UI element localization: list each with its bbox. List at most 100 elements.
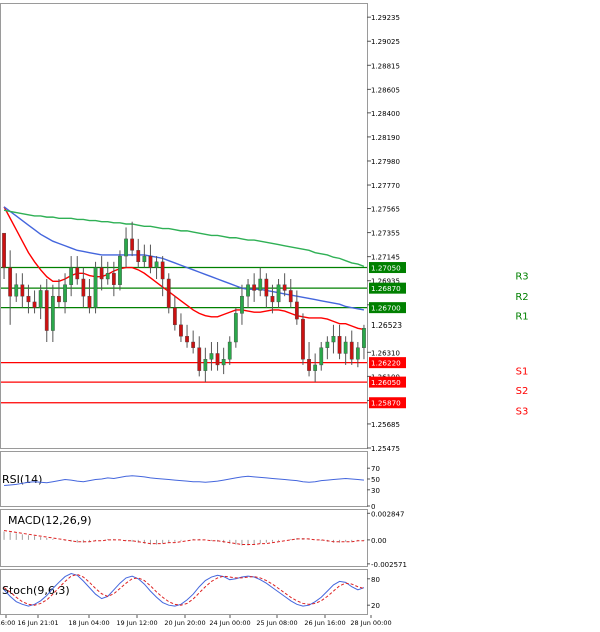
level-name-label: S2 xyxy=(516,386,529,397)
price-tick-label: 1.28605 xyxy=(371,86,400,94)
price-tick-label: 1.27565 xyxy=(371,206,400,214)
level-price-box xyxy=(369,262,406,274)
candle-body xyxy=(32,301,37,308)
price-tick-label: 1.25475 xyxy=(371,445,400,453)
candle-body xyxy=(154,261,159,268)
x-tick-label: 25 Jun 08:00 xyxy=(256,619,297,627)
ma-line xyxy=(3,206,365,331)
candle-body xyxy=(136,250,141,263)
price-tick-label: 1.27980 xyxy=(371,158,400,166)
level-price-box xyxy=(369,397,406,409)
rsi-title: RSI(14) xyxy=(2,473,42,486)
ma-line xyxy=(3,206,365,311)
candle-body xyxy=(282,284,287,291)
rsi-indicator: RSI(14) 70 50 30 0 xyxy=(2,465,380,511)
price-tick-label: 1.29025 xyxy=(371,38,400,46)
x-tick-label: 16:00 xyxy=(0,619,15,627)
stoch-indicator: Stoch(9,6,3) 80 20 xyxy=(2,572,380,610)
macd-title: MACD(12,26,9) xyxy=(8,514,92,527)
candle-body xyxy=(63,284,67,303)
rsi-line xyxy=(4,475,364,486)
candle-body xyxy=(313,364,318,371)
level-name-label: R2 xyxy=(515,292,528,303)
price-tick-label: 1.28400 xyxy=(371,110,400,118)
candle-body xyxy=(240,295,244,314)
level-price-box xyxy=(369,357,406,369)
price-tick-label: 1.25685 xyxy=(371,421,400,429)
candle-body xyxy=(349,341,354,360)
macd-signal-line xyxy=(3,530,364,546)
current-price-box xyxy=(369,319,406,331)
candle-body xyxy=(270,295,275,303)
candle-body xyxy=(50,295,55,331)
level-price-box xyxy=(369,376,406,388)
candle-body xyxy=(331,336,336,343)
candle-body xyxy=(118,255,122,285)
x-tick-label: 20 Jun 20:00 xyxy=(164,619,205,627)
candle-body xyxy=(264,278,269,297)
candle-body xyxy=(44,290,49,331)
candle-body xyxy=(142,255,147,263)
price-tick-label: 1.27770 xyxy=(371,182,400,190)
rsi-tick-label: 70 xyxy=(371,465,380,473)
candle-body xyxy=(14,284,19,297)
candle-body xyxy=(69,267,74,285)
candle-body xyxy=(343,341,348,354)
pivot-levels: 1.27050 R3 1.26870 R2 1.26700 R1 1.26220 S1 1.26… xyxy=(1,262,529,418)
candle-body xyxy=(75,267,80,280)
macd-tick-label: 0.002847 xyxy=(371,510,404,518)
x-tick-label: 28 Jun 00:00 xyxy=(350,619,391,627)
price-tick-label: 1.29235 xyxy=(371,14,400,22)
candle-body xyxy=(179,324,183,337)
rsi-tick-label: 50 xyxy=(371,476,380,484)
candle-body xyxy=(319,347,324,366)
candle-body xyxy=(197,347,202,371)
level-price-label: 1.25870 xyxy=(371,399,401,408)
level-name-label: S3 xyxy=(516,407,529,418)
stoch-panel xyxy=(0,569,368,615)
stoch-tick-label: 80 xyxy=(371,576,380,584)
candle-body xyxy=(8,267,13,297)
candle-body xyxy=(105,273,110,280)
candle-body xyxy=(337,336,342,354)
macd-tick-label: -0.002571 xyxy=(371,561,407,569)
stoch-tick-label: 20 xyxy=(371,602,380,610)
level-price-box xyxy=(369,302,406,314)
candle-body xyxy=(227,341,232,360)
candle-body xyxy=(2,232,6,268)
level-name-label: R3 xyxy=(515,272,528,283)
rsi-panel xyxy=(0,451,368,507)
price-panel xyxy=(0,3,368,449)
level-name-label: S1 xyxy=(516,367,529,378)
level-price-label: 1.26050 xyxy=(371,378,401,387)
level-price-label: 1.26220 xyxy=(371,359,401,368)
candles xyxy=(2,221,366,383)
x-tick-label: 18 Jun 04:00 xyxy=(68,619,109,627)
current-price-marker: 1.26523 xyxy=(369,319,406,331)
level-price-label: 1.27050 xyxy=(371,264,401,273)
candle-body xyxy=(185,336,189,343)
macd-indicator: MACD(12,26,9) 0.002847 0.00 -0.002571 xyxy=(3,510,407,569)
candle-body xyxy=(93,267,98,308)
stoch-k-line xyxy=(3,572,365,607)
candle-body xyxy=(233,313,238,343)
candle-body xyxy=(362,328,366,348)
stoch-d-line xyxy=(3,573,365,606)
candle-body xyxy=(20,284,25,297)
macd-tick-label: 0.00 xyxy=(371,537,387,545)
x-tick-label: 19 Jun 12:00 xyxy=(116,619,157,627)
candle-body xyxy=(301,318,305,360)
rsi-tick-label: 0 xyxy=(371,503,375,511)
candle-body xyxy=(130,238,135,251)
candle-body xyxy=(38,290,43,308)
ma-line xyxy=(3,209,365,268)
level-price-box xyxy=(369,282,406,294)
candle-body xyxy=(148,255,153,268)
candle-body xyxy=(215,353,220,366)
price-tick-label: 1.28815 xyxy=(371,62,400,70)
candle-body xyxy=(124,238,128,257)
candle-body xyxy=(203,359,208,371)
candle-body xyxy=(87,295,92,308)
x-tick-label: 26 Jun 16:00 xyxy=(304,619,345,627)
